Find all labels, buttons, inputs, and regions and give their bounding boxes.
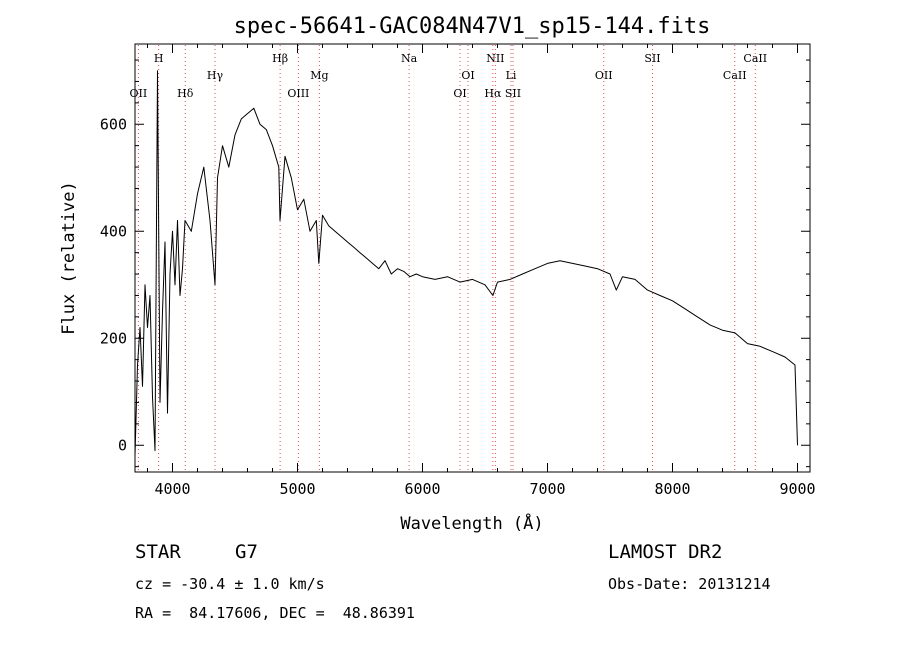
plot-frame — [134, 43, 811, 473]
x-tick-label: 9000 — [779, 480, 815, 498]
line-label: Hα — [484, 87, 502, 100]
line-label: Na — [401, 52, 418, 65]
line-label: OI — [453, 87, 466, 100]
y-tick-label: 0 — [118, 436, 127, 454]
x-tick-label: 7000 — [529, 480, 565, 498]
chart-title: spec-56641-GAC084N47V1_sp15-144.fits — [234, 14, 711, 39]
axis-ticks: 4000 5000 6000 7000 8000 9000 0 200 400 600 — [100, 44, 816, 498]
line-label: CaII — [723, 69, 747, 82]
line-label: Hβ — [272, 52, 288, 65]
line-label: OI — [461, 69, 474, 82]
observation-date: Obs-Date: 20131214 — [608, 575, 771, 593]
line-label: Mg — [310, 69, 328, 82]
redshift-text: cz = -30.4 ± 1.0 km/s — [135, 575, 325, 593]
line-label: Hδ — [177, 87, 194, 100]
emission-line-markers: H Hβ Na NII SII CaII Hγ Mg OI Li OII CaII OII Hδ OIII O… — [130, 45, 767, 471]
spectrum-series — [134, 70, 798, 456]
line-label: OIII — [287, 87, 309, 100]
line-label: OII — [130, 87, 148, 100]
y-axis-label: Flux (relative) — [59, 181, 79, 335]
y-tick-label: 400 — [100, 222, 127, 240]
line-label: SII — [644, 52, 660, 65]
line-label: H — [154, 52, 164, 65]
x-tick-label: 8000 — [654, 480, 690, 498]
coordinates-text: RA = 84.17606, DEC = 48.86391 — [135, 604, 415, 622]
line-label: SII — [505, 87, 521, 100]
object-class: G7 — [235, 541, 258, 563]
x-tick-label: 5000 — [279, 480, 315, 498]
line-label: NII — [486, 52, 504, 65]
spectrum-line-0 — [134, 70, 798, 456]
x-axis-label: Wavelength (Å) — [400, 512, 543, 534]
y-tick-label: 600 — [100, 115, 127, 133]
x-tick-label: 6000 — [404, 480, 440, 498]
line-label: Hγ — [207, 69, 224, 82]
y-tick-label: 200 — [100, 329, 127, 347]
survey-name: LAMOST DR2 — [608, 541, 723, 563]
object-type: STAR — [135, 541, 181, 563]
line-label: CaII — [743, 52, 767, 65]
x-tick-label: 4000 — [154, 480, 190, 498]
line-label: Li — [506, 69, 517, 82]
line-label: OII — [595, 69, 613, 82]
